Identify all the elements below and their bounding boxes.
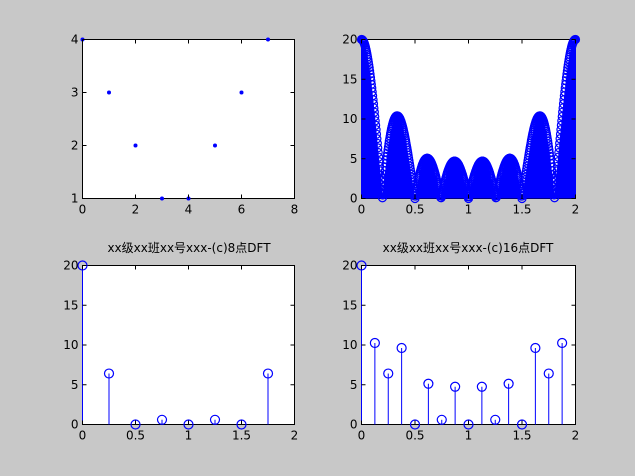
y-tick-label: 20: [63, 259, 78, 273]
x-tick-label: 1: [465, 203, 473, 217]
stem-marker: [371, 125, 381, 135]
stem-marker: [372, 134, 382, 144]
x-tick-label: 0.5: [405, 203, 424, 217]
x-tick-label: 8: [291, 203, 299, 217]
x-tick-label: 2: [572, 429, 580, 443]
stem-marker: [156, 414, 168, 425]
x-tick-label: 0: [358, 429, 366, 443]
stem-marker: [490, 414, 501, 425]
x-tick-label: 4: [185, 203, 193, 217]
y-tick-label: 5: [71, 378, 79, 392]
stem-marker: [450, 381, 461, 392]
stem-marker: [369, 337, 380, 349]
y-tick-label: 10: [342, 112, 357, 126]
x-tick-label: 1.5: [512, 203, 531, 217]
subplot-time-sequence: 0 2 4 6 8 1 2 3 4: [71, 33, 298, 217]
y-tick-label: 0: [350, 418, 358, 432]
stem-marker: [370, 116, 380, 126]
stem-marker: [516, 419, 528, 430]
stem-marker: [356, 260, 367, 271]
axes-box: [82, 39, 295, 199]
stem-marker: [409, 419, 421, 430]
x-tick-label: 0.5: [405, 429, 424, 443]
stem-marker: [77, 260, 88, 271]
y-tick-label: 4: [71, 33, 79, 47]
x-tick-label: 1: [185, 429, 193, 443]
stem-marker: [373, 147, 383, 158]
y-tick-label: 5: [350, 378, 358, 392]
data-point: [213, 143, 217, 148]
stem-marker: [423, 378, 434, 389]
stem-marker: [436, 414, 447, 425]
y-tick-label: 10: [63, 338, 78, 352]
x-tick-label: 1.5: [232, 429, 251, 443]
x-tick-label: 2: [132, 203, 140, 217]
y-tick-label: 0: [71, 418, 79, 432]
data-marks: [80, 37, 270, 201]
stem-marker: [530, 342, 541, 354]
stem-marker: [130, 419, 141, 430]
y-tick-label: 15: [63, 298, 78, 312]
stem-marker: [183, 419, 194, 430]
y-tick-label: 20: [342, 33, 357, 47]
stem-marker: [396, 342, 407, 354]
x-tick-label: 6: [238, 203, 246, 217]
stem-marker: [383, 368, 394, 379]
stem-marker: [369, 103, 379, 113]
axis-ticks: 0 2 4 6 8 1 2 3 4: [71, 33, 298, 217]
x-tick-label: 0: [79, 203, 87, 217]
y-tick-label: 15: [342, 72, 357, 86]
stem-marker: [463, 419, 474, 430]
stem-marker: [371, 129, 382, 139]
stem-marker: [374, 152, 384, 162]
stem-marker: [503, 378, 514, 389]
axes-box: [361, 265, 576, 425]
x-tick-label: 1.5: [512, 429, 531, 443]
x-tick-label: 0: [358, 203, 366, 217]
axes-title: xx级xx班xx号xxx-(c)8点DFT: [107, 241, 271, 255]
stem-marker: [371, 120, 381, 130]
y-tick-label: 5: [350, 152, 358, 166]
stem-marker: [369, 107, 379, 117]
stem-marker: [103, 368, 115, 379]
data-marks: [356, 260, 568, 430]
stem-marker: [209, 414, 221, 425]
y-tick-label: 1: [71, 192, 79, 206]
stem-marker: [476, 381, 487, 392]
data-marks: [356, 34, 581, 204]
data-point: [266, 37, 270, 42]
data-point: [239, 90, 244, 95]
stem-marker: [557, 337, 568, 349]
axes-title: xx级xx班xx号xxx-(c)16点DFT: [383, 241, 554, 255]
y-tick-label: 20: [342, 259, 357, 273]
data-point: [133, 143, 138, 148]
y-tick-label: 0: [350, 192, 358, 206]
stem-marker: [262, 368, 274, 379]
y-tick-label: 2: [71, 139, 79, 153]
x-tick-label: 0: [79, 429, 87, 443]
axes-box: [82, 265, 295, 425]
x-tick-label: 0.5: [126, 429, 145, 443]
y-tick-label: 3: [71, 86, 79, 100]
stem-marker: [236, 419, 247, 430]
stem-marker: [373, 143, 383, 153]
y-tick-label: 10: [342, 338, 357, 352]
data-point: [160, 196, 164, 201]
x-tick-label: 2: [572, 203, 580, 217]
stem-marker: [543, 368, 554, 379]
stem-marker: [372, 138, 382, 148]
y-tick-label: 15: [342, 298, 357, 312]
data-point: [107, 90, 111, 95]
x-tick-label: 1: [465, 429, 473, 443]
stem-marker: [370, 111, 380, 122]
x-tick-label: 2: [291, 429, 299, 443]
